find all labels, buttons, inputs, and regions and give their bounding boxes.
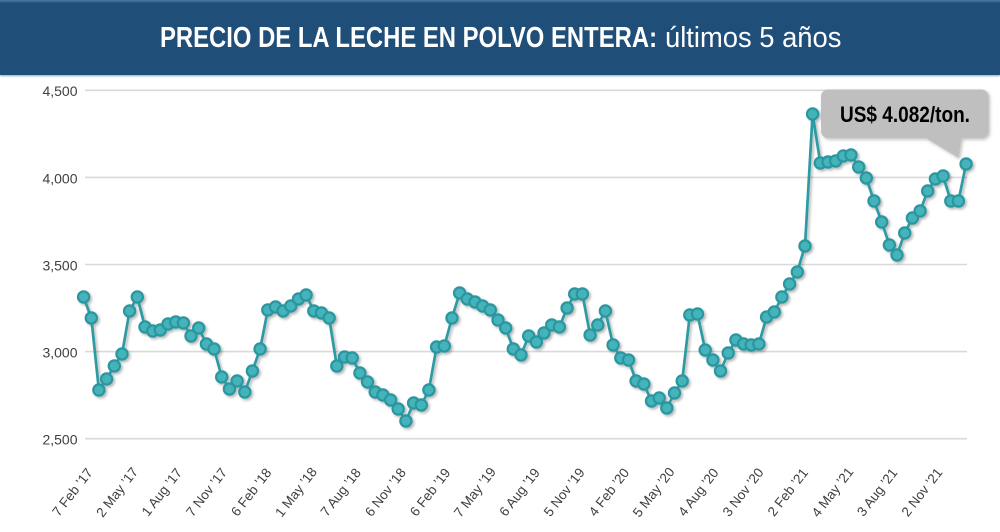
svg-text:4 Feb ’20: 4 Feb ’20 (586, 465, 632, 519)
svg-text:2 May ’17: 2 May ’17 (93, 465, 141, 520)
svg-text:7 May ’19: 7 May ’19 (451, 465, 499, 520)
svg-text:7 Aug ’18: 7 Aug ’18 (318, 465, 364, 519)
svg-text:3 Nov ’20: 3 Nov ’20 (720, 465, 767, 519)
svg-text:4 Aug ’20: 4 Aug ’20 (675, 465, 721, 519)
svg-text:2 Feb ’21: 2 Feb ’21 (765, 465, 811, 519)
svg-text:US$ 4.082/ton.: US$ 4.082/ton. (840, 103, 970, 128)
svg-text:6 Feb ’18: 6 Feb ’18 (228, 465, 274, 519)
svg-text:7 Feb ’17: 7 Feb ’17 (49, 465, 95, 519)
svg-text:1 May ’18: 1 May ’18 (272, 465, 320, 520)
svg-text:3,000: 3,000 (42, 345, 77, 361)
svg-text:5 Nov ’19: 5 Nov ’19 (541, 465, 588, 519)
svg-text:7 Nov ’17: 7 Nov ’17 (183, 465, 230, 519)
svg-text:6 Nov ’18: 6 Nov ’18 (362, 465, 409, 519)
svg-text:4,000: 4,000 (42, 170, 77, 186)
svg-text:2,500: 2,500 (42, 432, 77, 448)
svg-text:4,500: 4,500 (42, 83, 77, 99)
svg-text:6 Feb ’19: 6 Feb ’19 (407, 465, 453, 519)
svg-text:3,500: 3,500 (42, 257, 77, 273)
svg-text:6 Aug ’19: 6 Aug ’19 (496, 465, 542, 519)
svg-text:4 May ’21: 4 May ’21 (809, 465, 857, 520)
svg-text:1 Aug ’17: 1 Aug ’17 (139, 465, 185, 519)
svg-text:3 Aug ’21: 3 Aug ’21 (854, 465, 900, 519)
svg-text:5 May ’20: 5 May ’20 (630, 465, 678, 520)
svg-text:2 Nov ’21: 2 Nov ’21 (899, 465, 946, 519)
